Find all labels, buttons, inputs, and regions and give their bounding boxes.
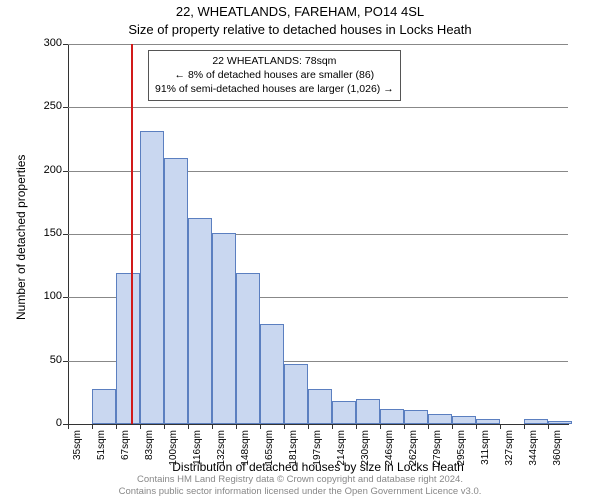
x-tick [116,424,117,429]
chart-container: 22, WHEATLANDS, FAREHAM, PO14 4SL Size o… [0,0,600,500]
y-tick [63,234,68,235]
histogram-bar [284,364,308,424]
histogram-bar [332,401,356,424]
histogram-bar [404,410,428,424]
info-line1: 22 WHEATLANDS: 78sqm [155,54,394,68]
x-tick [548,424,549,429]
x-tick [236,424,237,429]
x-tick [140,424,141,429]
x-tick [428,424,429,429]
y-tick-label: 100 [22,290,62,302]
y-tick-label: 50 [22,354,62,366]
y-tick [63,107,68,108]
x-tick [452,424,453,429]
x-tick [164,424,165,429]
x-tick [260,424,261,429]
x-tick [476,424,477,429]
x-tick [284,424,285,429]
x-tick [332,424,333,429]
y-tick-label: 150 [22,227,62,239]
histogram-bar [92,389,116,424]
x-tick [356,424,357,429]
histogram-bar [188,218,212,424]
footer-line-2: Contains public sector information licen… [0,486,600,498]
histogram-bar [476,419,500,424]
x-axis-label: Distribution of detached houses by size … [68,460,568,474]
y-tick-label: 250 [22,100,62,112]
x-tick [212,424,213,429]
x-tick [188,424,189,429]
y-tick [63,44,68,45]
histogram-bar [380,409,404,424]
y-tick-label: 200 [22,164,62,176]
histogram-bar [356,399,380,424]
histogram-bar [212,233,236,424]
x-tick [380,424,381,429]
histogram-bar [548,421,572,424]
y-tick-label: 300 [22,37,62,49]
address-title: 22, WHEATLANDS, FAREHAM, PO14 4SL [0,4,600,19]
info-line3: 91% of semi-detached houses are larger (… [155,82,394,96]
y-tick [63,171,68,172]
histogram-bar [260,324,284,424]
footer-line-1: Contains HM Land Registry data © Crown c… [0,474,600,486]
chart-title: Size of property relative to detached ho… [0,22,600,37]
x-tick [308,424,309,429]
x-tick [524,424,525,429]
property-marker-line [131,44,133,424]
histogram-bar [308,389,332,424]
histogram-bar [164,158,188,424]
y-tick [63,297,68,298]
histogram-bar [524,419,548,424]
x-tick [68,424,69,429]
histogram-bar [236,273,260,424]
histogram-bar [428,414,452,424]
histogram-bar [116,273,140,424]
footer-attribution: Contains HM Land Registry data © Crown c… [0,474,600,498]
y-tick [63,361,68,362]
histogram-bar [140,131,164,424]
histogram-bar [452,416,476,424]
gridline [68,44,568,45]
x-tick [92,424,93,429]
x-tick [500,424,501,429]
info-line2: ← 8% of detached houses are smaller (86) [155,68,394,82]
x-tick [404,424,405,429]
info-box: 22 WHEATLANDS: 78sqm← 8% of detached hou… [148,50,401,101]
gridline [68,107,568,108]
y-tick-label: 0 [22,417,62,429]
plot-area: 05010015020025030035sqm51sqm67sqm83sqm10… [68,44,568,424]
